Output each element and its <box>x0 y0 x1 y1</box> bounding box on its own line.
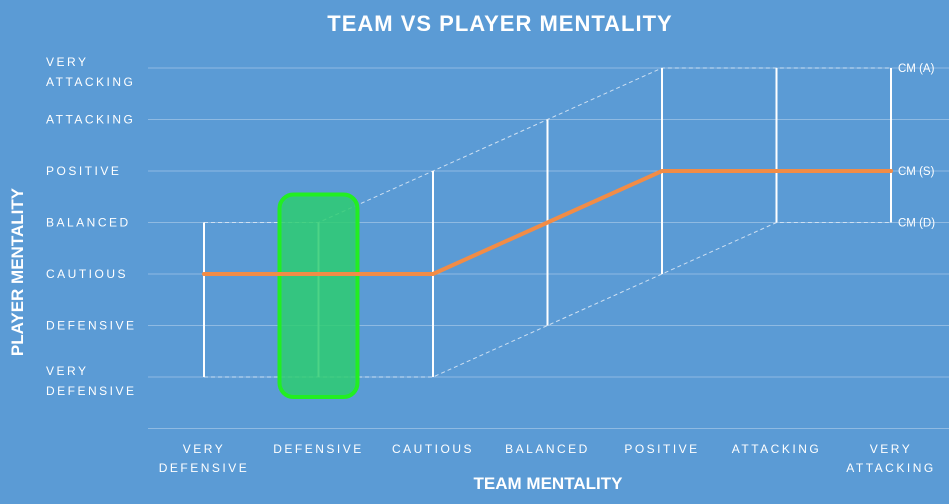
x-tick-labels: VERY DEFENSIVE DEFENSIVE CAUTIOUS BALANCED PO… <box>159 442 935 475</box>
x-tick-very-attacking: VERY ATTACKING <box>846 442 935 475</box>
x-tick-defensive: DEFENSIVE <box>273 442 364 456</box>
x-tick-word: DEFENSIVE <box>159 461 250 475</box>
chart-title: TEAM VS PLAYER MENTALITY <box>327 11 672 36</box>
series-label-defend: CM (D) <box>898 218 935 230</box>
y-tick-positive: POSITIVE <box>46 164 121 178</box>
y-axis-title: PLAYER MENTALITY <box>8 187 27 356</box>
y-tick-word: VERY <box>46 364 88 378</box>
x-tick-attacking: ATTACKING <box>732 442 821 456</box>
y-tick-very-attacking: VERY ATTACKING <box>46 55 135 89</box>
series-line-support <box>202 169 893 276</box>
y-tick-word: VERY <box>46 55 88 69</box>
y-tick-very-defensive: VERY DEFENSIVE <box>46 364 137 398</box>
y-tick-labels: VERY DEFENSIVE DEFENSIVE CAUTIOUS BALANCED PO… <box>46 55 137 398</box>
y-tick-cautious: CAUTIOUS <box>46 267 128 281</box>
x-tick-word: VERY <box>183 442 225 456</box>
y-tick-balanced: BALANCED <box>46 216 131 230</box>
y-tick-word: DEFENSIVE <box>46 384 137 398</box>
x-axis-title: TEAM MENTALITY <box>474 474 624 493</box>
x-tick-cautious: CAUTIOUS <box>392 442 474 456</box>
highlight-box <box>277 192 360 399</box>
series-label-support: CM (S) <box>898 166 935 178</box>
series-labels: CM (A) CM (S) CM (D) <box>898 63 935 230</box>
x-tick-word: VERY <box>870 442 912 456</box>
y-tick-defensive: DEFENSIVE <box>46 319 137 333</box>
series-label-attack: CM (A) <box>898 63 935 75</box>
y-tick-word: ATTACKING <box>46 75 135 89</box>
x-tick-balanced: BALANCED <box>505 442 590 456</box>
series-lines <box>202 169 893 276</box>
y-tick-attacking: ATTACKING <box>46 113 135 127</box>
x-tick-word: ATTACKING <box>846 461 935 475</box>
x-tick-positive: POSITIVE <box>624 442 699 456</box>
x-tick-very-defensive: VERY DEFENSIVE <box>159 442 250 475</box>
